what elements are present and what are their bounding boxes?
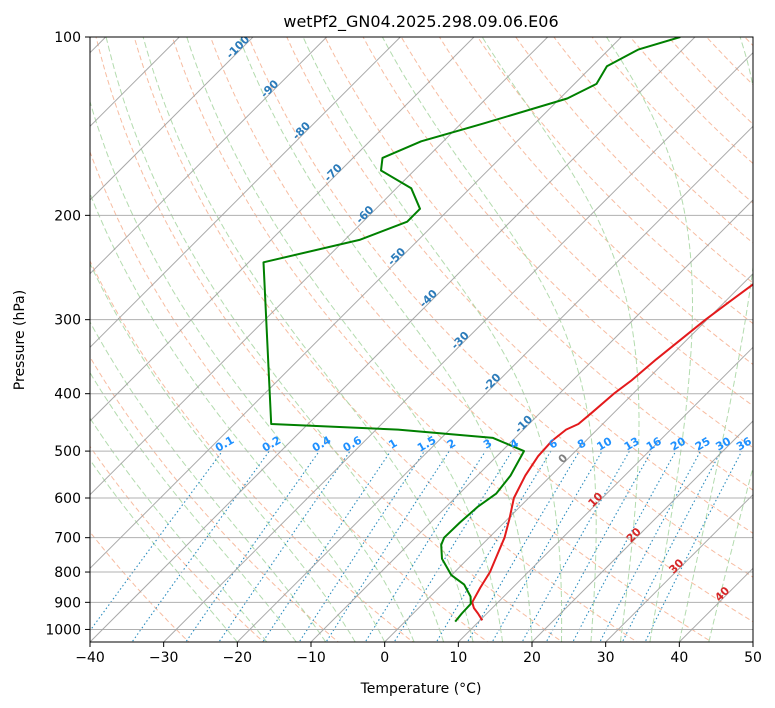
- isotherm-gridline: [310, 199, 753, 642]
- moist-adiabat-line: [90, 321, 327, 642]
- moist-adiabat-line: [302, 37, 563, 642]
- moist-adiabat-line: [678, 37, 753, 642]
- x-tick-label: 30: [597, 650, 615, 666]
- isotherm-gridline: [90, 37, 328, 275]
- isotherm-gridline: [384, 272, 753, 642]
- y-tick-label: 1000: [45, 622, 81, 638]
- mixing-ratio-line: [325, 450, 450, 642]
- axes: −40 −30 −20 −10 0 10 20 30 40 50 100 200 300 400 500 60…: [45, 30, 762, 666]
- x-tick-label: −10: [296, 650, 326, 666]
- mixing-ratio-line: [298, 450, 425, 642]
- isotherm-gridline: [457, 346, 753, 642]
- isotherm-gridline: [531, 420, 753, 642]
- mixing-ratio-label: 36: [734, 434, 754, 453]
- moist-adiabat-line: [606, 37, 693, 642]
- x-tick-label: 10: [449, 650, 467, 666]
- mixing-ratio-line: [466, 450, 580, 642]
- x-axis-label: Temperature (°C): [360, 681, 482, 697]
- isotherm-gridline: [90, 37, 401, 349]
- gridlines: [90, 37, 753, 642]
- mixing-ratio-line: [185, 450, 320, 642]
- mixing-ratio-line: [218, 450, 351, 642]
- y-tick-label: 700: [54, 531, 81, 547]
- y-tick-label: 500: [54, 444, 81, 460]
- moist-adiabat-line: [90, 417, 268, 642]
- isotherm-gridline: [90, 37, 549, 496]
- moist-adiabat-line: [90, 262, 356, 642]
- chart-title: wetPf2_GN04.2025.298.09.06.E06: [283, 12, 558, 32]
- x-tick-label: −30: [149, 650, 179, 666]
- x-tick-label: −40: [75, 650, 105, 666]
- dry-adiabat-line: [286, 37, 753, 534]
- isotherm-gridline: [90, 37, 254, 201]
- mixing-ratio-line: [621, 450, 722, 642]
- moist-adiabat-line: [142, 37, 474, 642]
- isotherm-gridline: [605, 493, 753, 642]
- moist-adiabat-line: [381, 37, 597, 642]
- moist-adiabat-line: [90, 192, 386, 642]
- mixing-ratio-line: [599, 450, 701, 642]
- x-tick-label: 50: [744, 650, 762, 666]
- isotherm-gridline: [163, 51, 753, 642]
- dry-adiabat-line: [324, 37, 753, 491]
- y-axis-label: Pressure (hPa): [12, 290, 28, 390]
- mixing-ratio-line: [572, 450, 677, 642]
- x-tick-label: 0: [380, 650, 389, 666]
- background-lines: [90, 37, 753, 642]
- moist-adiabat-line: [90, 99, 415, 642]
- isotherm-gridline: [90, 37, 696, 642]
- moist-adiabat-line: [186, 37, 503, 642]
- dry-adiabat-line: [248, 37, 753, 578]
- moist-adiabat-line: [90, 459, 238, 642]
- y-tick-label: 800: [54, 565, 81, 581]
- moist-adiabat-line: [105, 37, 445, 642]
- dry-adiabat-line: [171, 37, 713, 642]
- isotherm-gridline: [90, 37, 622, 570]
- dry-adiabat-line: [362, 37, 753, 449]
- y-tick-label: 400: [54, 387, 81, 403]
- moist-adiabat-line: [238, 37, 533, 642]
- mixing-ratio-line: [90, 450, 223, 632]
- x-tick-label: 40: [670, 650, 688, 666]
- y-tick-label: 100: [54, 30, 81, 46]
- series-lines: [262, 37, 753, 623]
- temperature-profile-line: [471, 283, 753, 621]
- mixing-ratio-line: [131, 450, 270, 642]
- y-tick-label: 300: [54, 313, 81, 329]
- dewpoint-profile-line: [262, 37, 681, 623]
- isotherm-gridline: [90, 37, 475, 422]
- y-tick-label: 600: [54, 491, 81, 507]
- mixing-ratio-line: [393, 450, 513, 642]
- x-tick-label: 20: [523, 650, 541, 666]
- y-tick-label: 200: [54, 208, 81, 224]
- moist-adiabat-line: [481, 37, 640, 642]
- isotherm-gridline: [236, 125, 753, 642]
- x-tick-label: −20: [223, 650, 253, 666]
- dry-adiabat-line: [438, 37, 753, 366]
- plot-frame: [89, 36, 754, 643]
- dry-adiabat-line: [90, 150, 489, 642]
- y-tick-label: 900: [54, 595, 81, 611]
- mixing-ratio-line: [262, 450, 392, 642]
